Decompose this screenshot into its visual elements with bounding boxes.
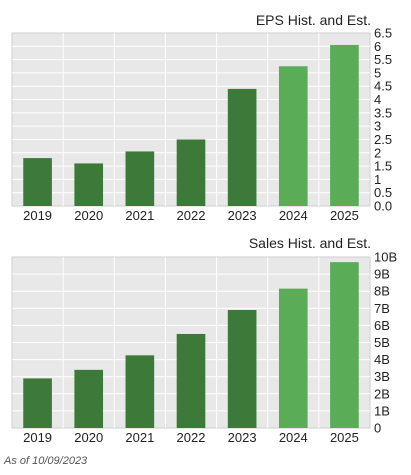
eps-bar-2020 (74, 163, 104, 206)
sales-xtick-label: 2021 (125, 430, 154, 445)
sales-xtick-label: 2022 (177, 430, 206, 445)
eps-xtick-label: 2021 (125, 208, 154, 223)
eps-xtick-label: 2025 (330, 208, 359, 223)
sales-xtick-label: 2020 (74, 430, 103, 445)
as-of-date: As of 10/09/2023 (4, 455, 88, 467)
sales-ytick-label: 0 (374, 421, 381, 436)
eps-bar-2024 (278, 66, 308, 207)
eps-bar-2025 (330, 44, 359, 206)
eps-ytick-label: 0.0 (374, 199, 392, 214)
sales-bar-2025 (330, 262, 359, 428)
eps-ytick-label: 2 (374, 145, 381, 160)
sales-ytick-label: 2B (374, 386, 390, 401)
eps-ytick-label: 5.5 (374, 52, 392, 67)
eps-xtick-label: 2019 (23, 208, 52, 223)
eps-ytick-label: 5 (374, 65, 381, 80)
sales-chart: Sales Hist. and Est. 0 1B 2B 3B 4B 5B 6B 7B 8B 9B 1… (11, 235, 397, 445)
eps-ytick-label: 0.5 (374, 185, 392, 200)
eps-xtick-label: 2022 (177, 208, 206, 223)
eps-bar-2021 (125, 151, 155, 206)
eps-ytick-label: 4 (374, 92, 381, 107)
eps-bar-2022 (176, 139, 206, 206)
eps-bar-2019 (23, 158, 52, 206)
eps-ytick-label: 4.5 (374, 79, 392, 94)
sales-bar-2023 (227, 310, 257, 428)
sales-xtick-label: 2023 (228, 430, 257, 445)
sales-bar-2021 (125, 355, 155, 428)
sales-ytick-label: 9B (374, 267, 390, 282)
sales-bar-2019 (23, 378, 52, 428)
eps-ytick-label: 1.5 (374, 159, 392, 174)
eps-ytick-label: 3 (374, 119, 381, 134)
sales-chart-title: Sales Hist. and Est. (249, 235, 371, 251)
sales-xtick-label: 2025 (330, 430, 359, 445)
sales-ytick-label: 7B (374, 301, 390, 316)
sales-bar-2024 (278, 288, 308, 428)
eps-chart: EPS Hist. and Est. 0.00.511.522.533.544.5… (11, 12, 392, 223)
sales-ytick-label: 5B (374, 335, 390, 350)
sales-xtick-label: 2019 (23, 430, 52, 445)
sales-bar-2022 (176, 333, 206, 428)
eps-ytick-label: 6.5 (374, 26, 392, 41)
eps-ytick-label: 3.5 (374, 105, 392, 120)
eps-chart-title: EPS Hist. and Est. (256, 12, 371, 28)
eps-xtick-label: 2020 (74, 208, 103, 223)
eps-ytick-label: 2.5 (374, 132, 392, 147)
sales-ytick-label: 3B (374, 369, 390, 384)
eps-bar-2023 (227, 88, 257, 206)
sales-ytick-label: 8B (374, 284, 390, 299)
sales-ytick-label: 1B (374, 403, 390, 418)
eps-ytick-label: 6 (374, 39, 381, 54)
eps-ytick-label: 1 (374, 172, 381, 187)
sales-ytick-label: 10B (374, 250, 397, 265)
eps-xtick-label: 2024 (279, 208, 308, 223)
sales-bar-2020 (74, 369, 104, 428)
sales-xtick-label: 2024 (279, 430, 308, 445)
sales-ytick-label: 4B (374, 352, 390, 367)
sales-ytick-label: 6B (374, 318, 390, 333)
eps-xtick-label: 2023 (228, 208, 257, 223)
